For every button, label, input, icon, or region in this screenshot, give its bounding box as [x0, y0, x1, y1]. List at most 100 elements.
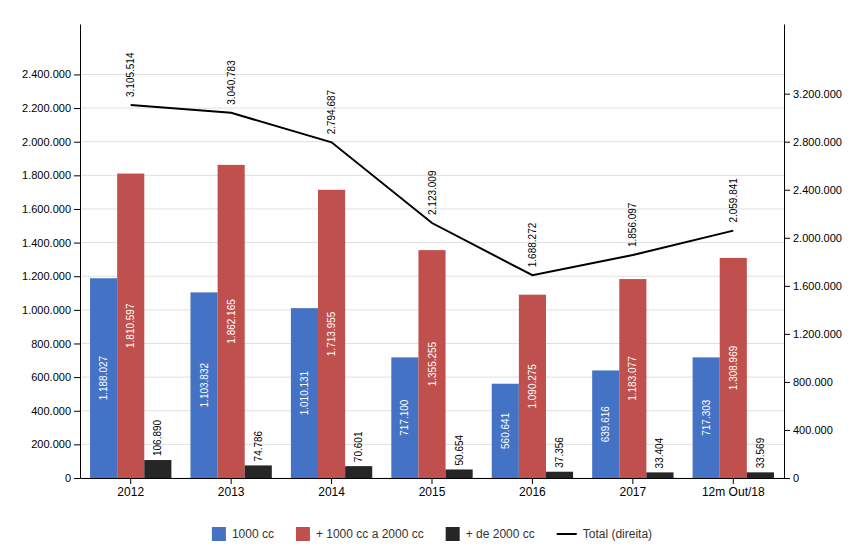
tick: 1.600.000	[22, 203, 80, 215]
tick: 2.000.000	[22, 136, 80, 148]
legend-swatch	[557, 533, 577, 535]
tick-label: 2012	[117, 485, 144, 499]
tick-mark	[74, 276, 80, 277]
tick: 2014	[318, 478, 345, 499]
data-label: 1.688.272	[527, 222, 538, 267]
tick-mark	[784, 286, 790, 287]
tick-label: 0	[65, 472, 71, 484]
tick: 800.000	[31, 338, 80, 350]
tick-mark	[784, 190, 790, 191]
tick: 1.200.000	[784, 328, 842, 340]
tick: 3.200.000	[784, 88, 842, 100]
data-label: 1.183.077	[627, 356, 638, 401]
tick: 2.800.000	[784, 136, 842, 148]
legend-label: 1000 cc	[232, 527, 274, 541]
bar	[245, 465, 272, 478]
legend-item: Total (direita)	[557, 527, 652, 541]
tick-label: 1.400.000	[22, 237, 71, 249]
x-axis: 20122013201420152016201712m Out/18	[81, 478, 785, 499]
tick-mark	[532, 478, 533, 484]
tick: 2016	[519, 478, 546, 499]
plot: 20122013201420152016201712m Out/180200.0…	[22, 25, 842, 499]
legend: 1000 cc + 1000 cc a 2000 cc + de 2000 cc To…	[212, 527, 652, 541]
legend-swatch	[212, 527, 226, 541]
bar	[318, 190, 345, 478]
tick-label: 400.000	[793, 424, 833, 436]
legend-label: + de 2000 cc	[466, 527, 535, 541]
grid-line	[80, 141, 784, 142]
data-label: 50.654	[454, 434, 465, 465]
bar	[619, 279, 646, 478]
tick-label: 2014	[318, 485, 345, 499]
tick: 1.000.000	[22, 304, 80, 316]
data-label: 1.090.275	[527, 364, 538, 409]
tick-label: 400.000	[31, 405, 71, 417]
data-label: 106.890	[152, 419, 163, 456]
tick-mark	[784, 94, 790, 95]
tick-mark	[74, 108, 80, 109]
legend-item: 1000 cc	[212, 527, 274, 541]
bar	[747, 472, 774, 478]
legend-swatch	[446, 527, 460, 541]
tick: 200.000	[31, 438, 80, 450]
grid	[80, 74, 784, 478]
bar	[90, 278, 117, 478]
data-label: 2.794.687	[326, 89, 337, 134]
tick-label: 1.200.000	[793, 328, 842, 340]
bar	[693, 357, 720, 478]
axis-line	[784, 25, 785, 479]
tick: 1.200.000	[22, 270, 80, 282]
data-label: 1.856.097	[627, 202, 638, 247]
tick: 2015	[419, 478, 446, 499]
bar	[144, 460, 171, 478]
bar	[117, 174, 144, 478]
axis: 0200.000400.000600.000800.0001.000.0001.…	[22, 25, 80, 485]
tick: 12m Out/18	[702, 478, 765, 499]
tick-mark	[74, 310, 80, 311]
tick-label: 2.400.000	[22, 68, 71, 80]
data-label: 37.356	[554, 437, 565, 468]
bar	[492, 384, 519, 478]
data-label: 717.303	[701, 399, 712, 436]
tick: 400.000	[31, 405, 80, 417]
tick: 0	[784, 472, 799, 484]
bar-series	[117, 165, 747, 478]
chart: 20122013201420152016201712m Out/180200.0…	[0, 0, 864, 558]
tick-mark	[130, 478, 131, 484]
tick-label: 1.800.000	[22, 169, 71, 181]
tick-mark	[74, 74, 80, 75]
tick: 2012	[117, 478, 144, 499]
line	[131, 105, 734, 275]
tick-mark	[784, 430, 790, 431]
data-label: 1.010.131	[299, 370, 310, 415]
tick-mark	[74, 209, 80, 210]
data-label: 33.569	[755, 437, 766, 468]
data-label: 33.404	[654, 437, 665, 468]
data-label: 3.040.783	[226, 60, 237, 105]
bar	[418, 250, 445, 478]
tick-label: 2015	[419, 485, 446, 499]
tick: 400.000	[784, 424, 833, 436]
data-label: 1.103.832	[199, 363, 210, 408]
tick: 2.200.000	[22, 102, 80, 114]
legend-label: + 1000 cc a 2000 cc	[316, 527, 424, 541]
bar	[190, 292, 217, 478]
data-label: 3.105.514	[125, 52, 136, 97]
tick: 800.000	[784, 376, 833, 388]
tick-label: 800.000	[31, 338, 71, 350]
tick-label: 0	[793, 472, 799, 484]
axis: 0400.000800.0001.200.0001.600.0002.000.0…	[784, 25, 842, 485]
tick-mark	[74, 243, 80, 244]
bar-series	[90, 278, 720, 478]
legend-label: Total (direita)	[583, 527, 652, 541]
tick-mark	[432, 478, 433, 484]
tick: 1.800.000	[22, 169, 80, 181]
data-label: 1.862.165	[226, 299, 237, 344]
data-label: 1.308.969	[728, 345, 739, 390]
tick-mark	[74, 175, 80, 176]
bar	[218, 165, 245, 478]
tick-mark	[784, 478, 790, 479]
data-label: 74.786	[253, 430, 264, 461]
bar	[546, 472, 573, 478]
data-label: 560.641	[500, 412, 511, 449]
